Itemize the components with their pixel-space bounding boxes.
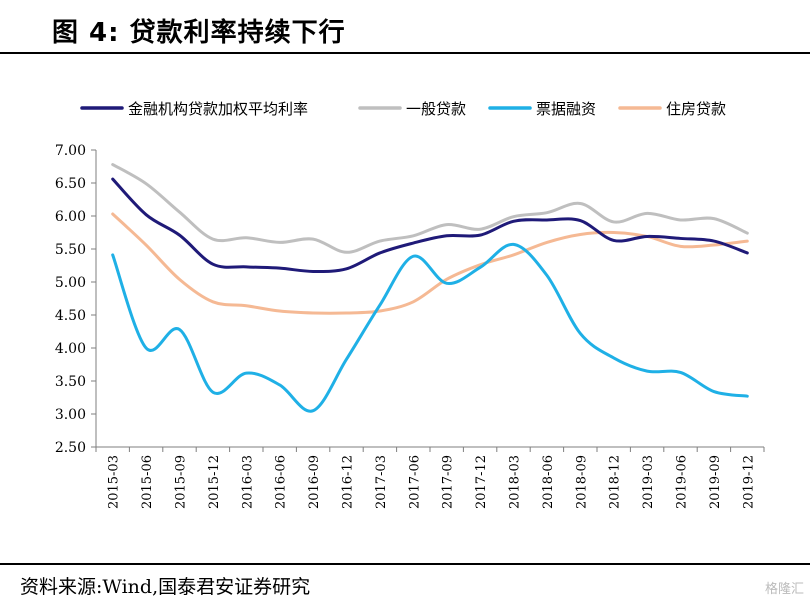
line-chart: 7.00 6.50 6.00 5.50 5.00 4.50 4.00 3.50 3.00 2.50… bbox=[55, 100, 765, 509]
y-tick-label: 5.00 bbox=[55, 275, 86, 291]
x-tick-label: 2015-03 bbox=[107, 455, 122, 509]
y-tick-label: 6.50 bbox=[55, 176, 86, 192]
y-tick-label: 6.00 bbox=[55, 209, 86, 225]
y-tick-label: 7.00 bbox=[55, 143, 86, 159]
legend-label: 票据融资 bbox=[536, 100, 596, 118]
x-tick-label: 2015-09 bbox=[174, 455, 189, 509]
y-tick-label: 4.00 bbox=[55, 341, 86, 357]
x-tick-label: 2018-06 bbox=[541, 455, 556, 509]
x-tick-label: 2015-12 bbox=[207, 455, 222, 509]
source-note: 资料来源:Wind,国泰君安证券研究 bbox=[20, 576, 311, 598]
top-rule bbox=[0, 52, 810, 54]
x-tick-label: 2016-03 bbox=[240, 455, 255, 509]
x-tick-label: 2019-12 bbox=[741, 455, 756, 509]
legend-label: 金融机构贷款加权平均利率 bbox=[128, 100, 308, 118]
y-tick-label: 2.50 bbox=[55, 440, 86, 456]
x-tick-label: 2017-12 bbox=[474, 455, 489, 509]
bottom-rule bbox=[0, 563, 810, 565]
x-tick-label: 2015-06 bbox=[140, 455, 155, 509]
series-line-1 bbox=[111, 177, 749, 274]
watermark-logo: 格隆汇 bbox=[764, 582, 804, 597]
x-tick-label: 2017-09 bbox=[441, 455, 456, 509]
series-line-2 bbox=[111, 163, 749, 254]
y-tick-label: 3.50 bbox=[55, 374, 86, 390]
x-tick-label: 2018-12 bbox=[608, 455, 623, 509]
x-tick-label: 2019-09 bbox=[708, 455, 723, 509]
y-tick-label: 3.00 bbox=[55, 407, 86, 423]
legend-label: 一般贷款 bbox=[406, 100, 466, 118]
x-tick-label: 2018-03 bbox=[508, 455, 523, 509]
x-tick-label: 2016-06 bbox=[274, 455, 289, 509]
x-tick-label: 2018-09 bbox=[574, 455, 589, 509]
y-tick-label: 5.50 bbox=[55, 242, 86, 258]
x-tick-label: 2017-06 bbox=[407, 455, 422, 509]
x-tick-label: 2016-12 bbox=[341, 455, 356, 509]
legend-label: 住房贷款 bbox=[666, 100, 726, 118]
x-tick-label: 2016-09 bbox=[307, 455, 322, 509]
x-tick-label: 2019-03 bbox=[641, 455, 656, 509]
y-tick-label: 4.50 bbox=[55, 308, 86, 324]
series-line-3 bbox=[111, 242, 749, 413]
x-tick-label: 2017-03 bbox=[374, 455, 389, 509]
figure-title: 图 4: 贷款利率持续下行 bbox=[52, 18, 346, 48]
x-tick-label: 2019-06 bbox=[675, 455, 690, 509]
